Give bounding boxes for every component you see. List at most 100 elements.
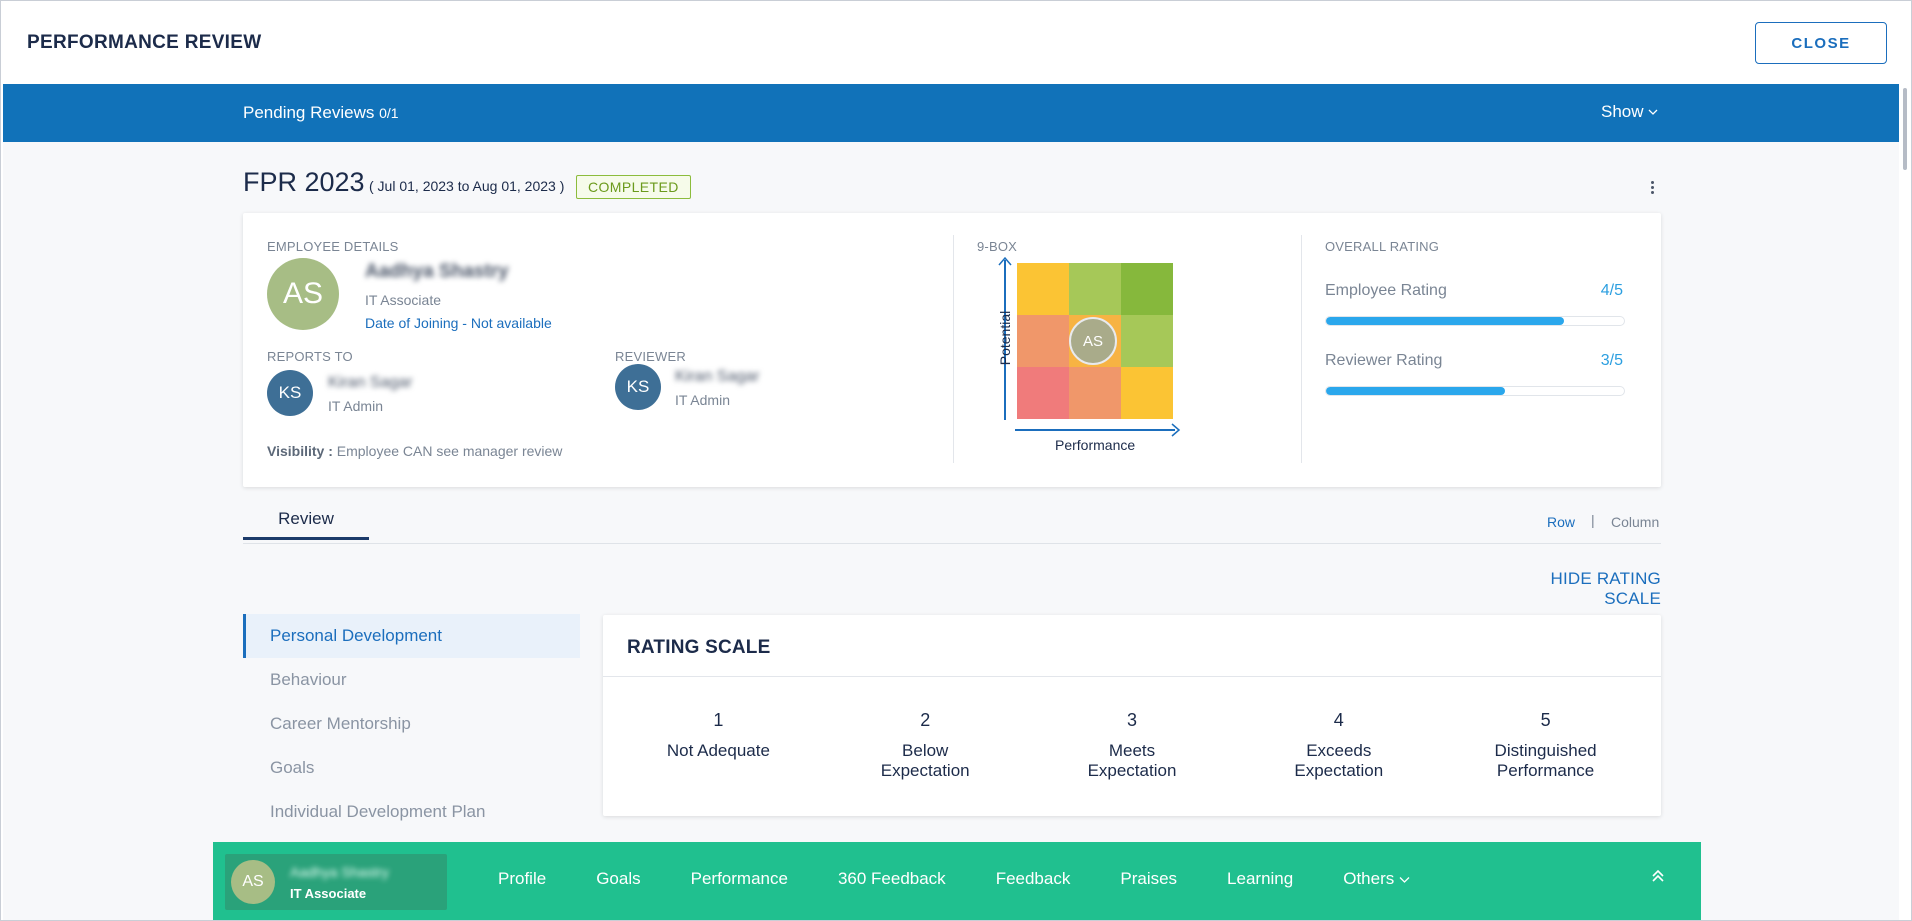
rating-scale-label: Exceeds Expectation — [1294, 741, 1384, 780]
employee-rating-bar — [1325, 316, 1625, 326]
employee-date-of-joining: Date of Joining - Not available — [365, 315, 552, 331]
rating-scale-card: RATING SCALE 1 Not Adequate 2 Below Expe… — [603, 615, 1661, 816]
chevron-down-icon — [1648, 107, 1658, 119]
nav-item-others[interactable]: Others — [1343, 869, 1410, 889]
sidebar-item-individual-development-plan[interactable]: Individual Development Plan — [270, 802, 486, 821]
pending-reviews-bar: Pending Reviews 0/1 Show — [3, 84, 1899, 142]
rating-scale-items: 1 Not Adequate 2 Below Expectation 3 Mee… — [615, 710, 1649, 781]
axis-arrow-up-icon — [998, 256, 1012, 266]
rating-scale-item: 3 Meets Expectation — [1029, 710, 1236, 781]
user-name: Aadhya Shastry — [290, 864, 389, 880]
view-separator: | — [1591, 512, 1595, 528]
rating-scale-number: 5 — [1540, 710, 1551, 730]
nav-item-goals[interactable]: Goals — [596, 869, 641, 888]
employee-rating-fill — [1326, 317, 1565, 325]
reviewer-name: Kiran Sagar — [675, 368, 760, 385]
rating-scale-item: 5 Distinguished Performance — [1442, 710, 1649, 781]
employee-avatar: AS — [267, 258, 339, 330]
user-role: IT Associate — [290, 886, 367, 901]
hide-rating-scale-link[interactable]: HIDE RATING SCALE — [1550, 569, 1661, 608]
nine-box-cell — [1017, 315, 1069, 367]
nav-item-profile[interactable]: Profile — [498, 869, 547, 888]
axis-arrow-right-icon — [1171, 423, 1181, 437]
nine-box-cell — [1121, 315, 1173, 367]
visibility-value: Employee CAN see manager review — [336, 443, 563, 459]
page-title: PERFORMANCE REVIEW — [27, 32, 262, 53]
vertical-scrollbar[interactable] — [1899, 84, 1911, 920]
review-sections-list: Personal Development Behaviour Career Me… — [243, 614, 580, 834]
rating-scale-item: 4 Exceeds Expectation — [1235, 710, 1442, 781]
reviewer-rating-label: Reviewer Rating — [1325, 352, 1443, 369]
nine-box-cell — [1069, 263, 1121, 315]
rating-scale-number: 4 — [1333, 710, 1344, 730]
section-divider — [953, 235, 954, 463]
employee-name: Aadhya Shastry — [365, 261, 509, 282]
employee-details-label: EMPLOYEE DETAILS — [267, 239, 399, 254]
reviewer-rating-value: 3/5 — [1600, 352, 1623, 369]
nine-box-label: 9-BOX — [977, 239, 1018, 254]
reviewer-rating-bar — [1325, 386, 1625, 396]
view-row-toggle[interactable]: Row — [1547, 514, 1576, 530]
chevron-up-icon[interactable] — [1648, 866, 1668, 886]
show-dropdown-label: Show — [1601, 102, 1644, 121]
view-column-toggle[interactable]: Column — [1611, 514, 1660, 530]
rating-scale-number: 3 — [1126, 710, 1137, 730]
pending-reviews-label: Pending Reviews — [243, 103, 375, 122]
sidebar-item-career-mentorship[interactable]: Career Mentorship — [270, 714, 411, 733]
tab-review[interactable]: Review — [243, 504, 369, 540]
review-summary-card: EMPLOYEE DETAILS AS Aadhya Shastry IT As… — [243, 213, 1661, 487]
sidebar-item-personal-development[interactable]: Personal Development — [243, 614, 580, 658]
reports-to-role: IT Admin — [328, 398, 383, 414]
scrollbar-thumb[interactable] — [1903, 88, 1907, 170]
close-button[interactable]: CLOSE — [1755, 22, 1887, 64]
reviewer-rating-fill — [1326, 387, 1505, 395]
rating-scale-label: Distinguished Performance — [1494, 741, 1597, 780]
overall-rating-label: OVERALL RATING — [1325, 239, 1440, 254]
visibility-note: Visibility : Employee CAN see manager re… — [267, 443, 562, 459]
reports-to-label: REPORTS TO — [267, 349, 353, 364]
potential-axis-label: Potential — [997, 310, 1013, 366]
nav-item-360-feedback[interactable]: 360 Feedback — [837, 869, 946, 888]
nine-box-cell — [1121, 367, 1173, 419]
rating-scale-label: Not Adequate — [666, 741, 770, 760]
review-cycle-title: FPR 2023 — [243, 167, 365, 197]
sidebar-item-behaviour[interactable]: Behaviour — [270, 670, 347, 689]
nav-item-performance[interactable]: Performance — [690, 869, 788, 888]
nav-item-praises[interactable]: Praises — [1120, 869, 1178, 888]
rating-scale-title: RATING SCALE — [627, 637, 771, 658]
rating-scale-number: 2 — [920, 710, 931, 730]
reviewer-role: IT Admin — [675, 392, 730, 408]
reports-to-avatar: KS — [267, 370, 313, 416]
rating-scale-label: Below Expectation — [880, 741, 970, 780]
reviewer-label: REVIEWER — [615, 349, 686, 364]
reviewer-avatar: KS — [615, 364, 661, 410]
performance-axis — [1015, 429, 1175, 431]
nav-item-learning[interactable]: Learning — [1227, 869, 1294, 888]
review-cycle-range: ( Jul 01, 2023 to Aug 01, 2023 ) — [369, 178, 565, 194]
user-chip[interactable]: AS Aadhya Shastry IT Associate — [225, 854, 447, 910]
reports-to-name: Kiran Sagar — [328, 374, 413, 391]
show-dropdown[interactable]: Show — [1601, 102, 1658, 122]
pending-reviews: Pending Reviews 0/1 — [243, 103, 399, 123]
performance-axis-label: Performance — [1055, 437, 1136, 453]
nine-box-cell — [1017, 263, 1069, 315]
section-divider — [1301, 235, 1302, 463]
sidebar-item-goals[interactable]: Goals — [270, 758, 315, 777]
more-options-icon[interactable] — [1645, 176, 1659, 198]
nine-box-cell — [1017, 367, 1069, 419]
tab-underline — [243, 543, 1661, 544]
review-content[interactable]: Pending Reviews 0/1 Show FPR 2023 ( Jul … — [3, 84, 1899, 920]
chevron-down-icon — [1399, 877, 1410, 883]
potential-axis — [1004, 260, 1006, 420]
nav-item-feedback[interactable]: Feedback — [995, 869, 1071, 888]
rating-scale-item: 1 Not Adequate — [615, 710, 822, 781]
nav-item-others-label: Others — [1343, 869, 1395, 888]
rating-scale-item: 2 Below Expectation — [822, 710, 1029, 781]
user-avatar: AS — [231, 860, 275, 904]
nine-box-marker: AS — [1069, 317, 1117, 365]
employee-rating-value: 4/5 — [1600, 282, 1623, 299]
rating-scale-divider — [603, 676, 1661, 677]
rating-scale-number: 1 — [713, 710, 724, 730]
header-bar: PERFORMANCE REVIEW CLOSE — [1, 1, 1911, 84]
